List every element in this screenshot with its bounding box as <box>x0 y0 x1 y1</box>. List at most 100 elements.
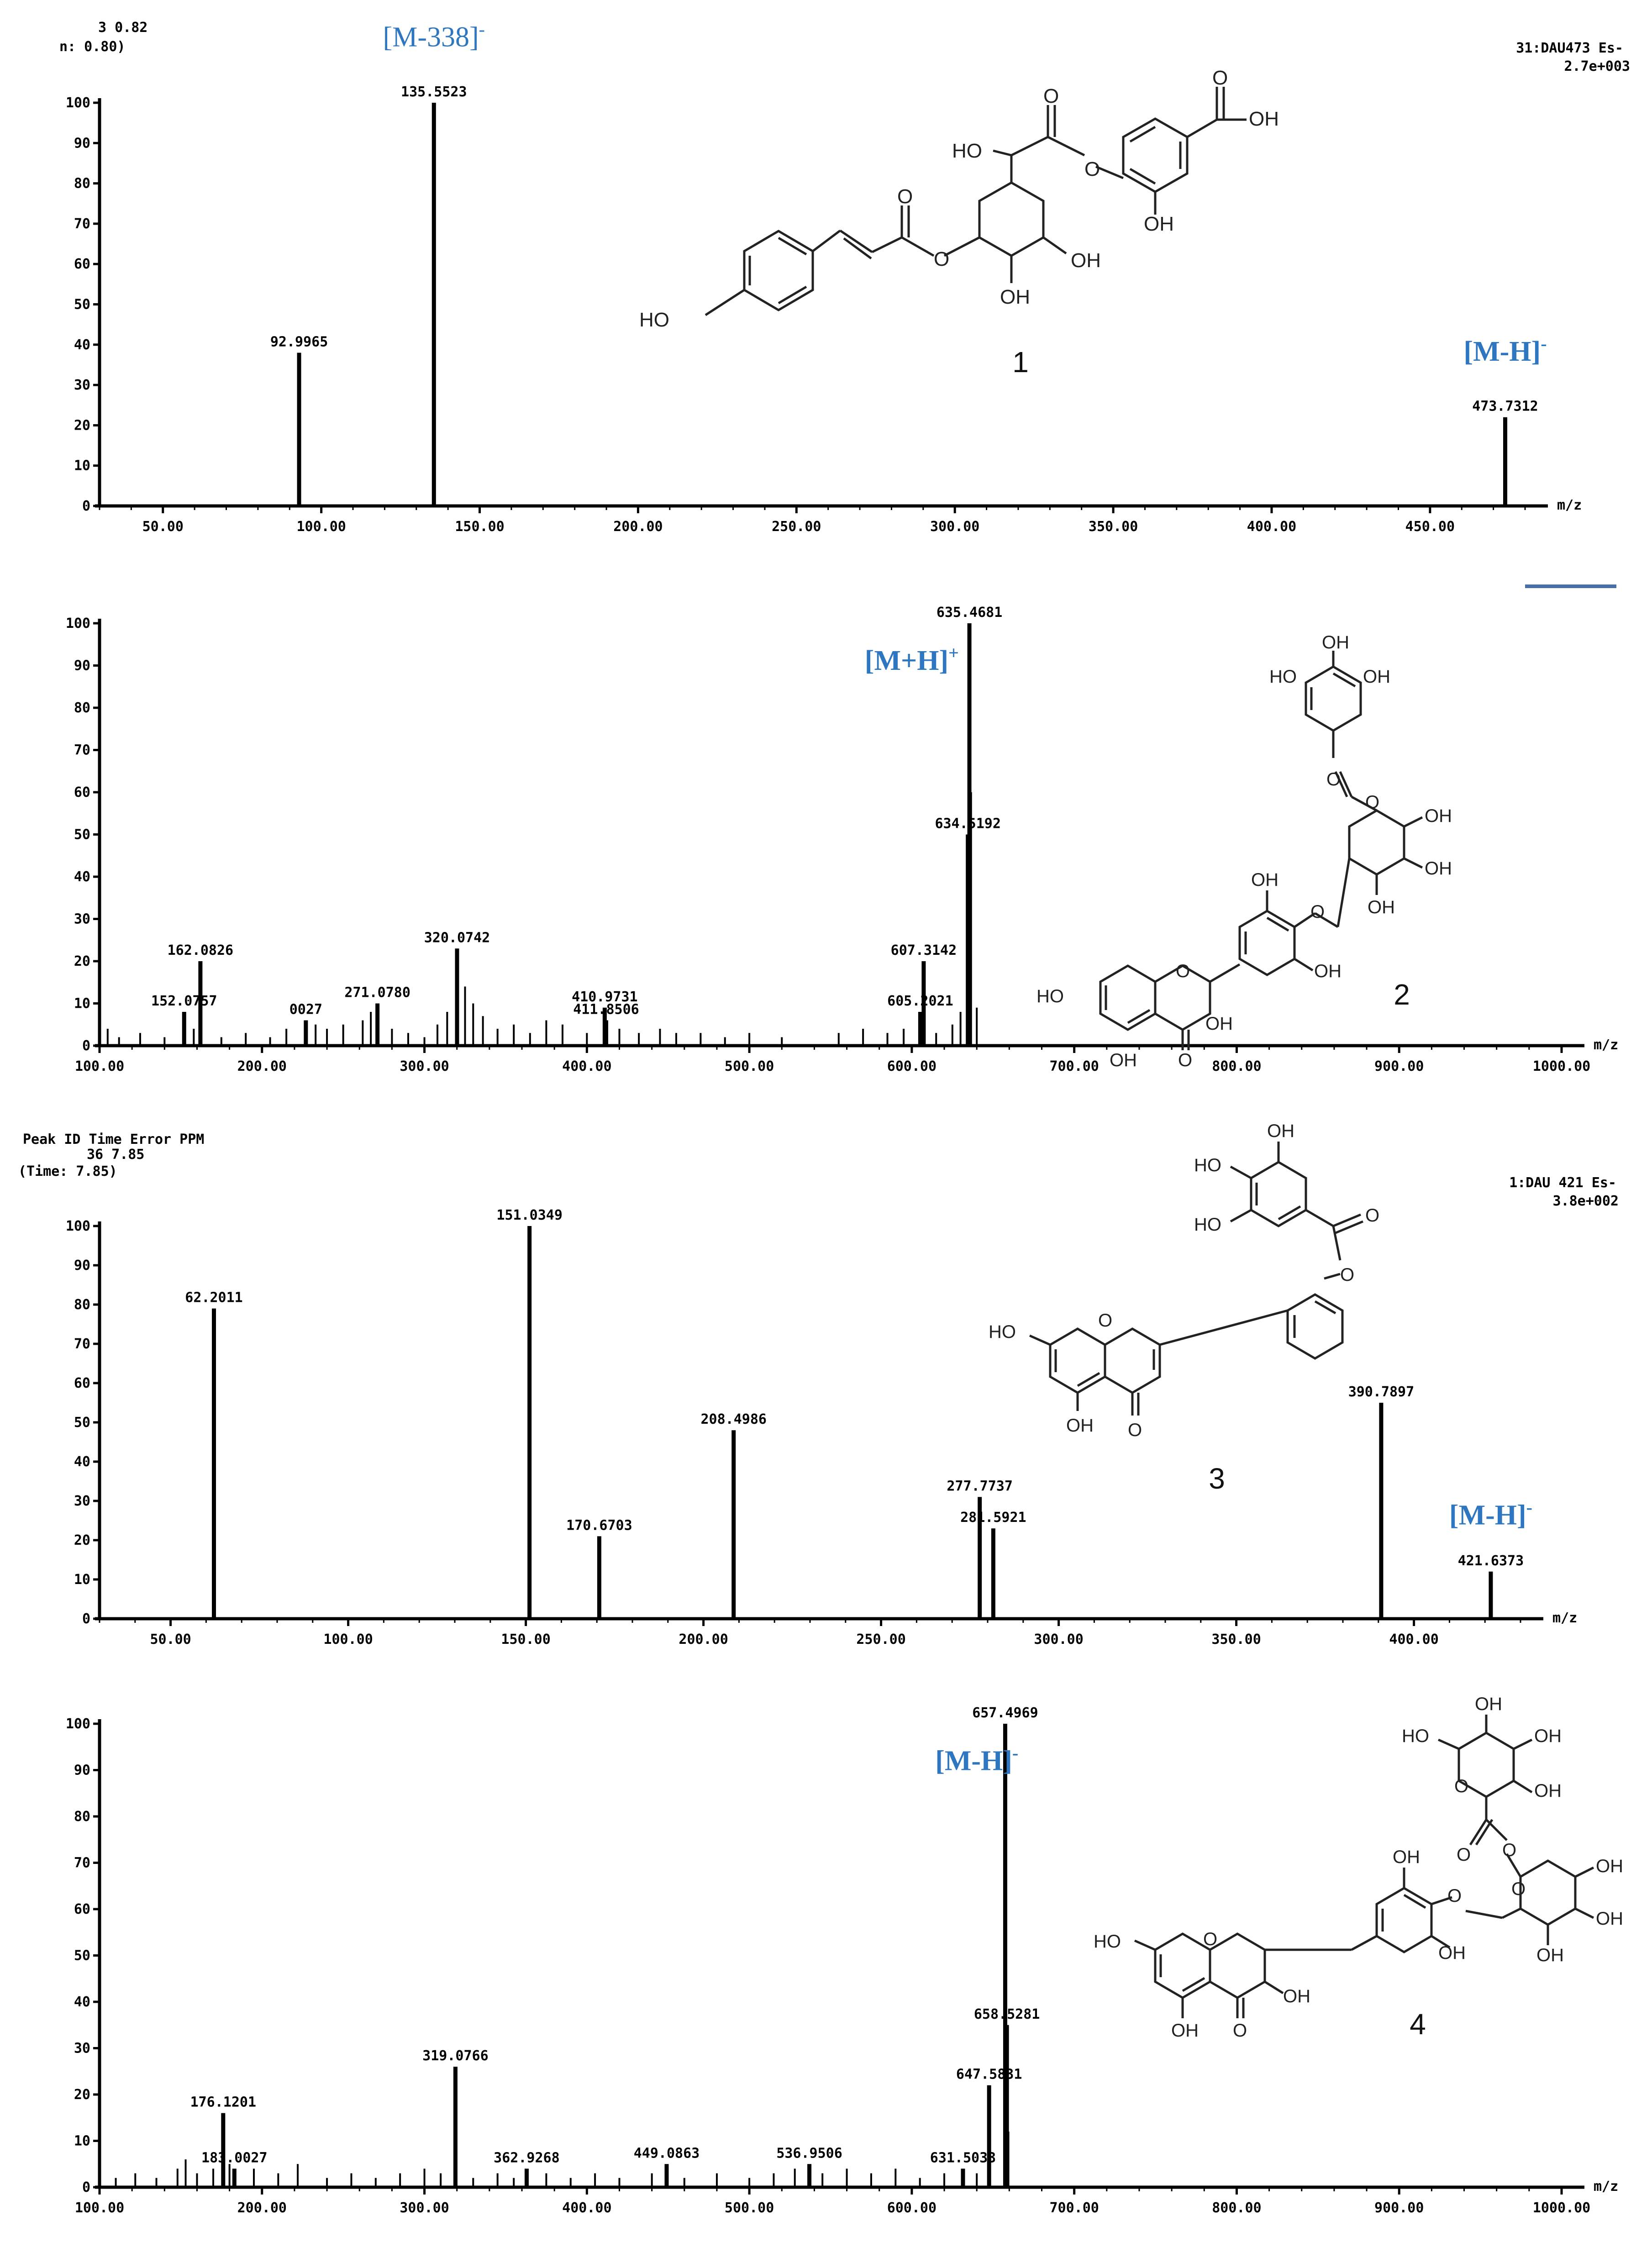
atom-label: OH <box>1249 108 1279 130</box>
x-tick-label: 150.00 <box>501 1632 550 1647</box>
y-tick-label: 80 <box>74 1809 90 1825</box>
x-tick-label: 500.00 <box>725 2200 774 2216</box>
x-tick-label: 600.00 <box>887 1058 936 1074</box>
atom-label: O <box>1502 1840 1516 1860</box>
y-tick-label: 60 <box>74 784 90 800</box>
spectrum-panel-2: 0 10 20 30 40 50 60 70 80 90 100 100.00 200.00 300.00… <box>66 584 1618 1074</box>
atom-label: OH <box>1425 806 1452 826</box>
atom-label: OH <box>1438 1943 1466 1963</box>
x-tick-label: 300.00 <box>400 2200 449 2216</box>
atom-label: O <box>1212 67 1228 89</box>
y-tick-label: 60 <box>74 1375 90 1391</box>
y-tick-label: 30 <box>74 377 90 393</box>
ion-annotation: [M-H]- <box>1464 333 1547 367</box>
x-tick-label: 600.00 <box>887 2200 936 2216</box>
structure-1-labels: HO O O OH OH HO O O OH O OH <box>639 67 1279 331</box>
spectrum-panel-4: 0 10 20 30 40 50 60 70 80 90 100 100.00 200.00 300.00… <box>66 1694 1623 2216</box>
x-tick-label: 800.00 <box>1212 2200 1261 2216</box>
atom-label: HO <box>1094 1931 1121 1952</box>
atom-label: O <box>1178 1050 1192 1070</box>
y-tick-label: 20 <box>74 953 90 969</box>
atom-label: HO <box>1036 986 1064 1006</box>
y-tick-label: 90 <box>74 1258 90 1274</box>
atom-label: OH <box>1536 1945 1564 1965</box>
x-tick-label: 200.00 <box>237 1058 287 1074</box>
peak-label: 0027 <box>289 1002 322 1018</box>
peak-label: 631.5033 <box>930 2150 996 2166</box>
peak-label: 390.7897 <box>1348 1384 1415 1400</box>
compound-number-1: 1 <box>1012 346 1029 379</box>
chart-area-4: 0 10 20 30 40 50 60 70 80 90 100 100.00 200.00 300.00… <box>66 1705 1618 2216</box>
peak-label: 183.0027 <box>201 2150 268 2166</box>
y-tick-label: 80 <box>74 700 90 716</box>
x-tick-label: 450.00 <box>1405 519 1455 535</box>
atom-label: HO <box>639 309 669 331</box>
x-tick-label: 350.00 <box>1211 1632 1261 1647</box>
spectrum-panel-3: Peak ID Time Error PPM 36 7.85 (Time: 7.… <box>18 1121 1619 1647</box>
atom-label: OH <box>1596 1909 1623 1929</box>
y-tick-label: 100 <box>66 1716 90 1732</box>
atom-label: OH <box>1363 667 1390 687</box>
atom-label: O <box>1454 1776 1468 1796</box>
ion-annotation: [M+H]+ <box>865 642 959 676</box>
x-tick-label: 1000.00 <box>1533 2200 1590 2216</box>
atom-label: OH <box>1110 1050 1137 1070</box>
peak-label: 92.9965 <box>270 334 328 350</box>
x-tick-label: 200.00 <box>613 519 663 535</box>
peak-label: 62.2011 <box>185 1290 242 1306</box>
x-tick-label: 300.00 <box>930 519 979 535</box>
y-tick-label: 20 <box>74 2087 90 2103</box>
x-tick-label: 100.00 <box>75 1058 124 1074</box>
atom-label: OH <box>1534 1781 1562 1801</box>
y-tick-label: 60 <box>74 1901 90 1917</box>
y-tick-label: 100 <box>66 616 90 632</box>
ion-charge: - <box>1541 333 1547 354</box>
atom-label: OH <box>1267 1121 1294 1141</box>
chart-area-3: 0 10 20 30 40 50 60 70 80 90 100 50.00 100.00 150.00 2… <box>66 1207 1577 1647</box>
peak-label: 657.4969 <box>972 1705 1038 1721</box>
atom-label: HO <box>989 1322 1016 1342</box>
x-tick-label: 700.00 <box>1049 1058 1099 1074</box>
atom-label: OH <box>1475 1694 1502 1714</box>
x-tick-label: 900.00 <box>1374 1058 1424 1074</box>
y-tick-label: 40 <box>74 337 90 353</box>
x-tick-label: 200.00 <box>237 2200 287 2216</box>
peak-label: 271.0780 <box>344 985 410 1001</box>
peak-label: 281.5921 <box>960 1510 1026 1526</box>
structure-4-labels: OH HO OH OH O O O OH OH OH O OH O OH HO … <box>1094 1694 1623 2041</box>
atom-label: OH <box>1071 249 1101 272</box>
compound-number-2: 2 <box>1394 978 1410 1011</box>
y-tick-label: 30 <box>74 2041 90 2057</box>
header-line-3: (Time: 7.85) <box>18 1163 117 1179</box>
x-tick-label: 100.00 <box>296 519 346 535</box>
x-tick-label: 100.00 <box>75 2200 124 2216</box>
x-unit-label: m/z <box>1594 1037 1618 1053</box>
peak-label: 607.3142 <box>891 942 957 958</box>
y-tick-label: 50 <box>74 297 90 313</box>
chemical-structure-3 <box>1029 1142 1363 1416</box>
compound-number-4: 4 <box>1410 2008 1426 2041</box>
peak-label: 410.9731 <box>572 989 638 1005</box>
atom-label: O <box>1310 902 1325 922</box>
peak-label: 362.9268 <box>494 2150 560 2166</box>
y-tick-label: 0 <box>82 1611 90 1627</box>
header-line-2: 36 7.85 <box>87 1147 144 1163</box>
ion-charge: - <box>1012 1743 1018 1763</box>
ion-annotation: [M-H]- <box>935 1743 1018 1777</box>
header-right-line-2: 2.7e+003 <box>1564 58 1631 74</box>
y-tick-label: 100 <box>66 1218 90 1234</box>
x-tick-label: 1000.00 <box>1533 1058 1590 1074</box>
y-tick-label: 70 <box>74 1855 90 1871</box>
header-right-line-1: 31:DAU473 Es- <box>1516 40 1623 56</box>
x-unit-label: m/z <box>1594 2179 1618 2195</box>
x-tick-label: 200.00 <box>679 1632 728 1647</box>
x-tick-label: 500.00 <box>725 1058 774 1074</box>
peak-label: 536.9506 <box>776 2145 842 2161</box>
atom-label: O <box>1511 1879 1526 1899</box>
atom-label: O <box>1457 1845 1471 1865</box>
atom-label: O <box>1365 792 1379 812</box>
x-tick-label: 350.00 <box>1089 519 1138 535</box>
atom-label: O <box>1043 85 1059 107</box>
x-tick-label: 700.00 <box>1049 2200 1099 2216</box>
